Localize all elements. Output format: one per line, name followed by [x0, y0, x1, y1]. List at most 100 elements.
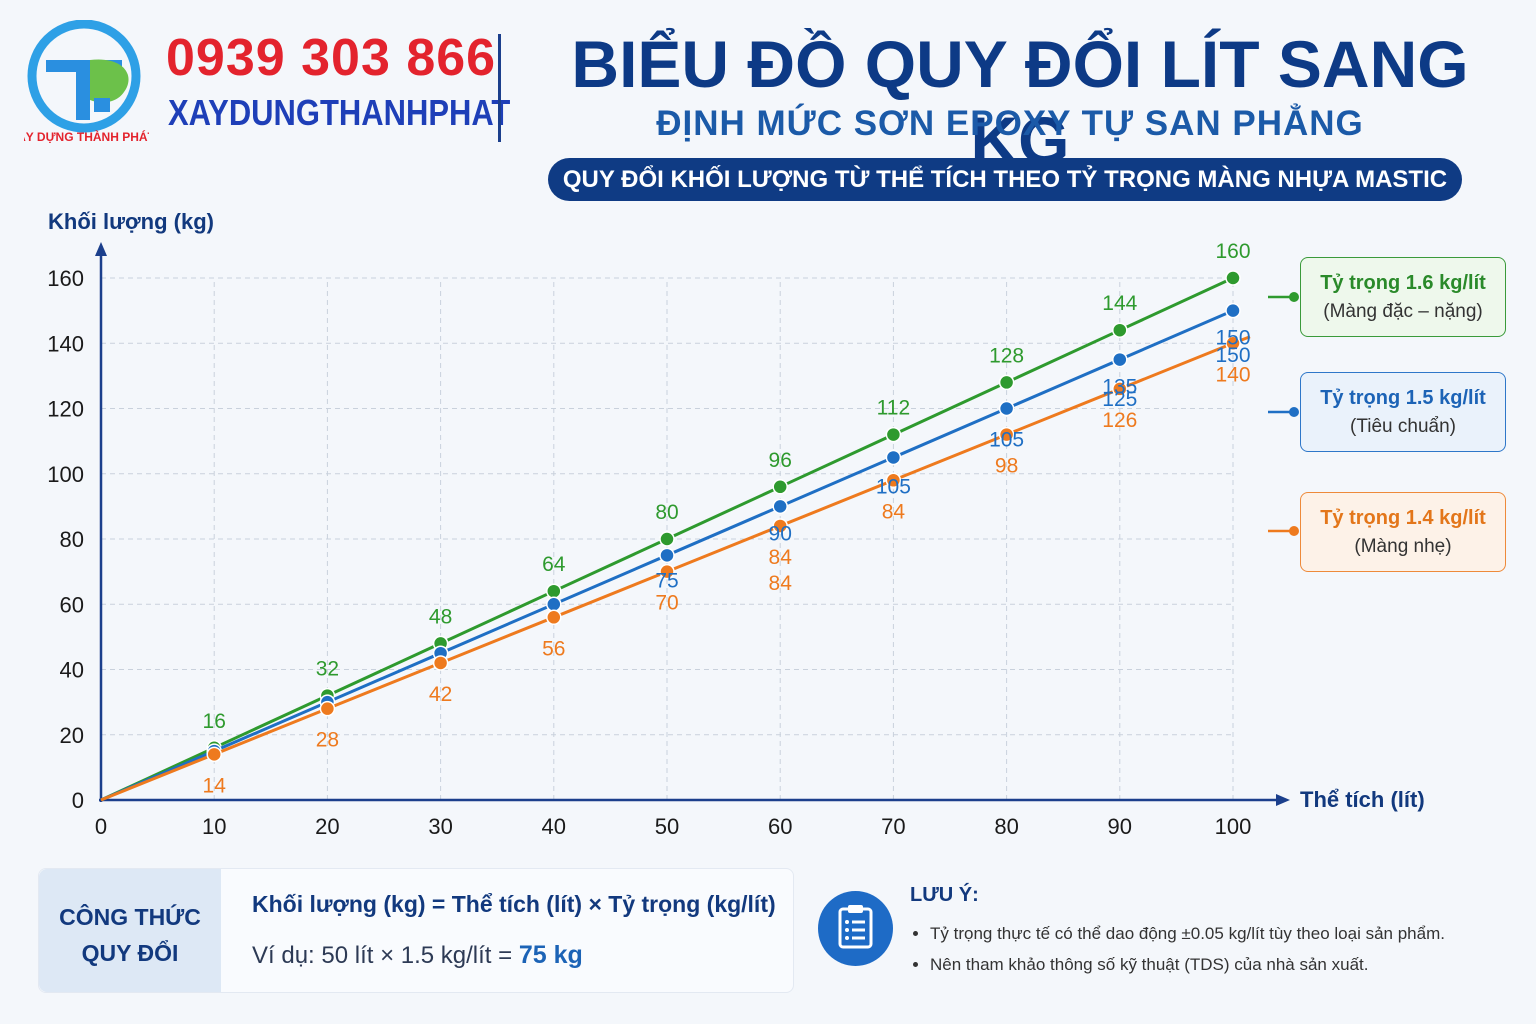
logo-text: XÂY DỰNG THÀNH PHÁT: [24, 129, 149, 144]
data-label: 70: [655, 592, 678, 615]
phone-number[interactable]: 0939 303 866: [166, 29, 497, 87]
banner: QUY ĐỔI KHỐI LƯỢNG TỪ THỂ TÍCH THEO TỶ T…: [548, 158, 1462, 201]
y-tick-label: 20: [60, 723, 84, 748]
data-point: [546, 609, 562, 626]
company-logo: XÂY DỰNG THÀNH PHÁT: [24, 20, 149, 144]
x-tick-label: 70: [881, 814, 905, 839]
data-label: 105: [876, 475, 911, 498]
data-label: 75: [655, 569, 678, 592]
y-tick-label: 80: [60, 527, 84, 552]
data-point: [1225, 302, 1241, 319]
formula-example: Ví dụ: 50 lít × 1.5 kg/lít = 75 kg: [252, 941, 583, 970]
data-point: [885, 449, 902, 466]
y-axis-label: Khối lượng (kg): [48, 209, 214, 234]
x-tick-label: 50: [655, 814, 679, 839]
formula-box: CÔNG THỨC QUY ĐỔI Khối lượng (kg) = Thể …: [38, 868, 794, 993]
data-point: [772, 518, 788, 534]
data-label: 126: [1102, 409, 1137, 432]
data-label: 96: [769, 449, 792, 472]
data-label: 56: [542, 637, 565, 660]
data-point: [1112, 381, 1128, 397]
example-result: 75 kg: [518, 941, 583, 969]
y-tick-label: 100: [47, 462, 84, 487]
data-label: 80: [655, 501, 678, 524]
clipboard-icon: [818, 891, 893, 966]
legend-note: (Màng nhẹ): [1354, 536, 1452, 557]
chart-series: [100, 270, 1299, 802]
data-point: [546, 583, 562, 599]
formula-label: CÔNG THỨC QUY ĐỔI: [39, 869, 221, 992]
data-point: [998, 400, 1015, 417]
note-title: LƯU Ý:: [910, 884, 979, 906]
header-divider: [498, 34, 501, 142]
chart-ticks: 0 10 20 30 40 50 60 70 80 90 100 0 20 40 60 80 100 120 140…: [47, 266, 1251, 839]
data-label: 160: [1215, 240, 1250, 263]
data-point: [319, 700, 336, 717]
legend-item-1.5[interactable]: Tỷ trọng 1.5 kg/lít (Tiêu chuẩn): [1300, 372, 1506, 452]
chart-grid: [101, 277, 1234, 800]
legend-label: Tỷ trọng 1.4 kg/lít: [1320, 507, 1486, 529]
data-label: 84: [769, 572, 793, 595]
note-item: Tỷ trọng thực tế có thể dao động ±0.05 k…: [930, 918, 1445, 949]
data-label: 150: [1215, 344, 1250, 367]
data-point: [998, 374, 1015, 391]
x-tick-label: 90: [1108, 814, 1132, 839]
x-tick-label: 100: [1215, 814, 1252, 839]
note-list: Tỷ trọng thực tế có thể dao động ±0.05 k…: [910, 918, 1445, 980]
data-label: 135: [1102, 376, 1137, 399]
legend-marker: [1289, 526, 1299, 536]
header: XÂY DỰNG THÀNH PHÁT 0939 303 866 XAYDUNG…: [0, 0, 1536, 205]
data-label: 16: [203, 710, 226, 733]
data-label: 144: [1102, 292, 1137, 315]
legend-note: (Tiêu chuẩn): [1350, 416, 1456, 437]
data-point: [659, 547, 675, 564]
data-label: 84: [769, 546, 793, 569]
formula-label-line1: CÔNG THỨC: [59, 904, 201, 930]
example-text: Ví dụ: 50 lít × 1.5 kg/lít =: [252, 942, 513, 969]
data-label: 90: [769, 522, 792, 545]
line-chart: 0 10 20 30 40 50 60 70 80 90 100 0 20 40 60 80 100 120 140…: [47, 209, 1425, 839]
x-tick-label: 10: [202, 814, 226, 839]
y-tick-label: 140: [47, 331, 84, 356]
data-point: [1225, 335, 1241, 351]
series-line: [100, 335, 1251, 802]
y-tick-label: 40: [60, 658, 84, 683]
data-label: 140: [1215, 363, 1250, 386]
page-title: BIỂU ĐỒ QUY ĐỔI LÍT SANG KG: [571, 27, 1469, 177]
legend-item-1.4[interactable]: Tỷ trọng 1.4 kg/lít (Màng nhẹ): [1300, 492, 1506, 572]
y-tick-label: 160: [47, 266, 84, 291]
legend-marker: [1289, 407, 1299, 417]
data-label: 128: [989, 344, 1024, 367]
data-label: 28: [316, 729, 339, 752]
x-tick-label: 30: [428, 814, 452, 839]
data-point: [1225, 270, 1241, 286]
data-point: [998, 426, 1015, 443]
legend-item-1.6[interactable]: Tỷ trọng 1.6 kg/lít (Màng đặc – nặng): [1300, 257, 1506, 337]
data-label: 14: [203, 774, 227, 797]
data-label: 32: [316, 658, 339, 681]
data-label: 112: [877, 397, 910, 420]
data-label: 105: [989, 429, 1024, 452]
note-item: Nên tham khảo thông số kỹ thuật (TDS) củ…: [930, 949, 1445, 980]
brand-name[interactable]: XAYDUNGTHANHPHAT: [168, 92, 511, 133]
y-tick-label: 0: [72, 788, 84, 813]
data-point: [206, 746, 222, 763]
x-axis-label: Thể tích (lít): [1300, 787, 1425, 812]
data-point: [1112, 351, 1128, 368]
data-label: 64: [542, 553, 566, 576]
chart-axes: [95, 242, 1290, 806]
x-tick-label: 40: [542, 814, 566, 839]
data-label: 98: [995, 455, 1018, 478]
data-label: 125: [1102, 388, 1137, 411]
legend-note: (Màng đặc – nặng): [1323, 301, 1483, 322]
y-tick-label: 60: [60, 592, 84, 617]
data-point: [546, 596, 562, 612]
data-label: 150: [1215, 327, 1250, 350]
x-tick-label: 0: [95, 814, 107, 839]
x-tick-label: 60: [768, 814, 792, 839]
data-point: [432, 655, 449, 671]
x-axis-arrow: [1276, 794, 1290, 806]
data-label: 84: [882, 500, 906, 523]
y-axis-arrow: [95, 242, 107, 256]
page-subtitle: ĐỊNH MỨC SƠN EPOXY TỰ SAN PHẲNG: [656, 104, 1364, 143]
